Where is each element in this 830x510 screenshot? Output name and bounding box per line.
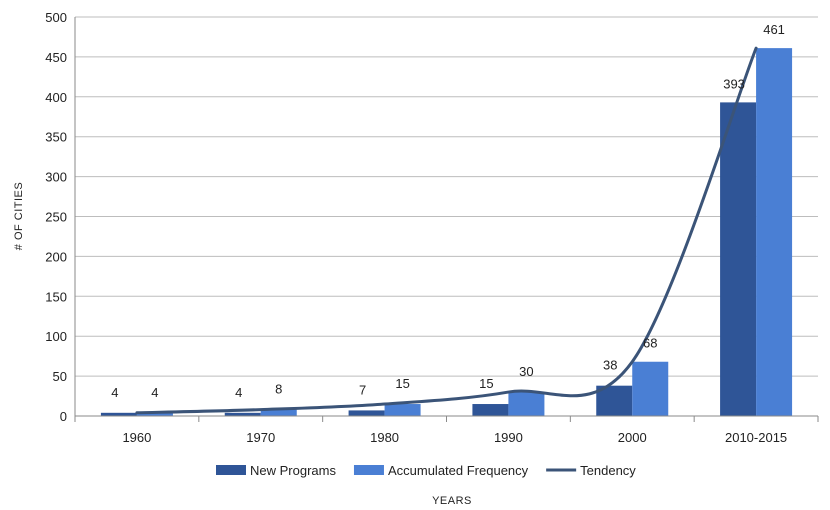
data-label: 461	[763, 22, 785, 37]
bar-accumulated-frequency	[756, 48, 793, 416]
legend: New Programs Accumulated Frequency Tendenc…	[216, 463, 636, 478]
y-tick-label: 500	[45, 10, 67, 25]
bar-accumulated-frequency	[384, 404, 421, 416]
bar-new-programs	[720, 102, 757, 417]
data-label: 4	[151, 385, 158, 400]
legend-label: New Programs	[250, 463, 336, 478]
x-tick-label: 1980	[370, 430, 399, 445]
grid-lines	[75, 16, 818, 377]
bar-new-programs	[100, 412, 137, 416]
legend-label: Tendency	[580, 463, 636, 478]
axes: 0 50 100 150 200 250 300 350 400 450 500 1960 1970 19…	[45, 10, 819, 445]
bar-new-programs	[224, 412, 261, 416]
bar-accumulated-frequency	[632, 361, 669, 416]
y-tick-label: 350	[45, 130, 67, 145]
y-tick-label: 450	[45, 50, 67, 65]
x-tick-label: 1960	[122, 430, 151, 445]
x-tick-label: 2010-2015	[725, 430, 787, 445]
legend-label: Accumulated Frequency	[388, 463, 529, 478]
data-label: 38	[603, 358, 617, 373]
y-tick-label: 200	[45, 249, 67, 264]
data-label: 8	[275, 382, 282, 397]
y-tick-label: 400	[45, 90, 67, 105]
y-tick-label: 50	[53, 369, 67, 384]
data-label: 15	[479, 376, 493, 391]
bar-new-programs	[348, 410, 385, 416]
bar-accumulated-frequency	[136, 412, 173, 416]
tendency-line	[135, 46, 758, 415]
x-tick-label: 1970	[246, 430, 275, 445]
bar-new-programs	[472, 404, 509, 416]
y-tick-label: 150	[45, 289, 67, 304]
tendency-line-group	[135, 46, 758, 415]
bar-accumulated-frequency	[260, 409, 297, 416]
data-label: 15	[395, 376, 409, 391]
legend-swatch	[353, 465, 384, 475]
bar-accumulated-frequency	[508, 392, 545, 416]
y-axis-title: # OF CITIES	[13, 182, 25, 250]
data-label: 7	[359, 382, 366, 397]
data-label: 68	[643, 336, 657, 351]
bars	[100, 48, 793, 417]
data-label: 4	[111, 385, 118, 400]
legend-item-accumulated-frequency: Accumulated Frequency	[353, 463, 529, 478]
x-tick-label: 2000	[618, 430, 647, 445]
x-axis-title: YEARS	[432, 495, 472, 507]
legend-swatch	[216, 465, 246, 475]
y-tick-label: 300	[45, 170, 67, 185]
data-label: 30	[519, 364, 533, 379]
legend-item-new-programs: New Programs	[216, 463, 336, 478]
y-tick-label: 100	[45, 329, 67, 344]
data-label: 4	[235, 385, 242, 400]
data-labels: 4 4 7 15 38 393 4 8 15 30 68 461	[111, 22, 785, 400]
data-label: 393	[723, 76, 745, 91]
legend-item-tendency: Tendency	[546, 463, 636, 478]
y-tick-label: 250	[45, 210, 67, 225]
y-tick-label: 0	[60, 409, 67, 424]
x-tick-label: 1990	[494, 430, 523, 445]
